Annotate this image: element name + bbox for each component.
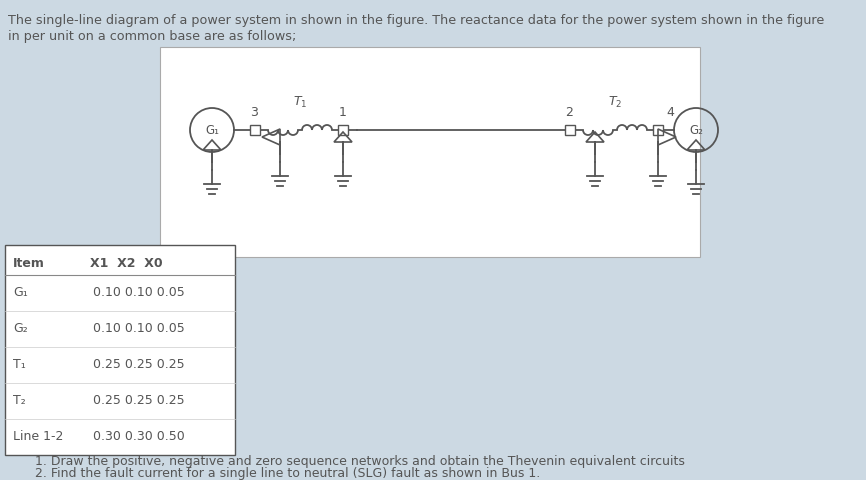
Text: 1. Draw the positive, negative and zero sequence networks and obtain the Theveni: 1. Draw the positive, negative and zero … [35, 456, 685, 468]
Text: X1  X2  X0: X1 X2 X0 [90, 257, 163, 270]
Bar [250, 125, 260, 135]
Text: 2: 2 [565, 106, 573, 119]
Text: 0.25 0.25 0.25: 0.25 0.25 0.25 [93, 359, 184, 372]
Text: 0.25 0.25 0.25: 0.25 0.25 0.25 [93, 395, 184, 408]
Text: T₂: T₂ [13, 395, 26, 408]
Bar [653, 125, 663, 135]
Text: 2. Find the fault current for a single line to neutral (SLG) fault as shown in B: 2. Find the fault current for a single l… [35, 468, 540, 480]
Text: Item: Item [13, 257, 45, 270]
Text: 0.30 0.30 0.50: 0.30 0.30 0.50 [93, 431, 184, 444]
Text: 3: 3 [250, 106, 258, 119]
Text: Line 1-2: Line 1-2 [13, 431, 63, 444]
Text: $T_2$: $T_2$ [608, 95, 622, 109]
Text: G₁: G₁ [205, 123, 219, 136]
Bar [160, 47, 700, 257]
Text: G₂: G₂ [689, 123, 703, 136]
Text: G₁: G₁ [13, 287, 28, 300]
Bar [5, 245, 235, 455]
Text: in per unit on a common base are as follows;: in per unit on a common base are as foll… [8, 30, 296, 43]
Text: T₁: T₁ [13, 359, 26, 372]
Text: $T_1$: $T_1$ [293, 95, 307, 109]
Text: 4: 4 [666, 106, 674, 119]
Bar [338, 125, 348, 135]
Text: The single-line diagram of a power system in shown in the figure. The reactance : The single-line diagram of a power syste… [8, 14, 824, 27]
Text: 0.10 0.10 0.05: 0.10 0.10 0.05 [93, 287, 184, 300]
Bar [565, 125, 575, 135]
Text: 0.10 0.10 0.05: 0.10 0.10 0.05 [93, 323, 184, 336]
Text: G₂: G₂ [13, 323, 28, 336]
Text: 1: 1 [339, 106, 347, 119]
